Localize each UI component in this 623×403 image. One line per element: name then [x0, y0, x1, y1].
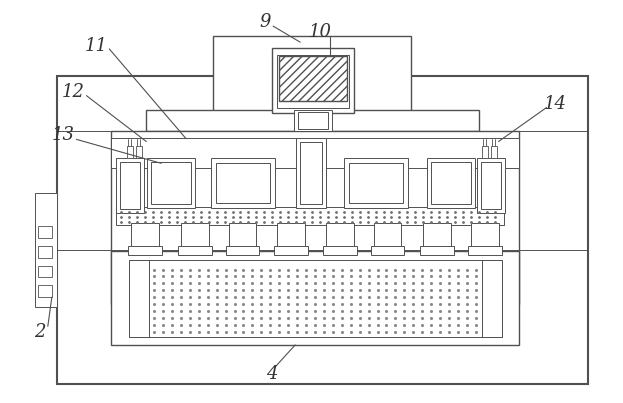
Bar	[38, 226, 52, 238]
Bar	[178, 246, 212, 255]
Bar	[38, 246, 52, 258]
Text: 13: 13	[52, 127, 75, 144]
Bar	[481, 162, 501, 209]
Bar	[482, 260, 502, 337]
Bar	[421, 246, 454, 255]
Bar	[491, 146, 497, 158]
Bar	[181, 223, 209, 248]
Bar	[147, 158, 195, 208]
Bar	[212, 36, 411, 111]
Bar	[482, 146, 488, 158]
Bar	[298, 112, 328, 129]
Bar	[38, 266, 52, 278]
Bar	[374, 223, 401, 248]
Bar	[211, 158, 275, 208]
Text: 11: 11	[85, 37, 108, 55]
Bar	[349, 163, 403, 203]
Bar	[117, 158, 144, 213]
Bar	[129, 260, 502, 337]
Bar	[272, 48, 354, 112]
Bar	[477, 158, 505, 213]
Text: 9: 9	[260, 13, 271, 31]
Bar	[226, 246, 259, 255]
Bar	[136, 146, 142, 158]
Bar	[38, 285, 52, 297]
Bar	[423, 223, 451, 248]
Bar	[294, 110, 332, 131]
Bar	[300, 142, 322, 204]
Bar	[277, 223, 305, 248]
Bar	[296, 139, 326, 208]
Bar	[131, 223, 159, 248]
Bar	[471, 223, 498, 248]
Bar	[229, 223, 257, 248]
Text: 2: 2	[34, 323, 45, 341]
Bar	[274, 246, 308, 255]
Bar	[468, 246, 502, 255]
Bar	[371, 246, 404, 255]
Bar	[323, 246, 357, 255]
Bar	[120, 162, 140, 209]
Bar	[35, 193, 57, 307]
Bar	[127, 146, 133, 158]
Bar	[427, 158, 475, 208]
Bar	[326, 223, 354, 248]
Bar	[151, 162, 191, 204]
Bar	[431, 162, 471, 204]
Bar	[216, 163, 270, 203]
Bar	[128, 246, 162, 255]
Bar	[112, 251, 518, 345]
Bar	[344, 158, 408, 208]
Bar	[117, 207, 503, 225]
Text: 10: 10	[308, 23, 331, 41]
Text: 12: 12	[62, 83, 85, 101]
Bar	[279, 56, 347, 101]
Bar	[146, 110, 479, 131]
Text: 4: 4	[267, 365, 278, 383]
Bar	[112, 131, 518, 304]
Text: 14: 14	[544, 95, 567, 113]
Bar	[277, 55, 349, 108]
Bar	[129, 260, 149, 337]
Bar	[57, 76, 588, 384]
Bar	[112, 139, 518, 168]
